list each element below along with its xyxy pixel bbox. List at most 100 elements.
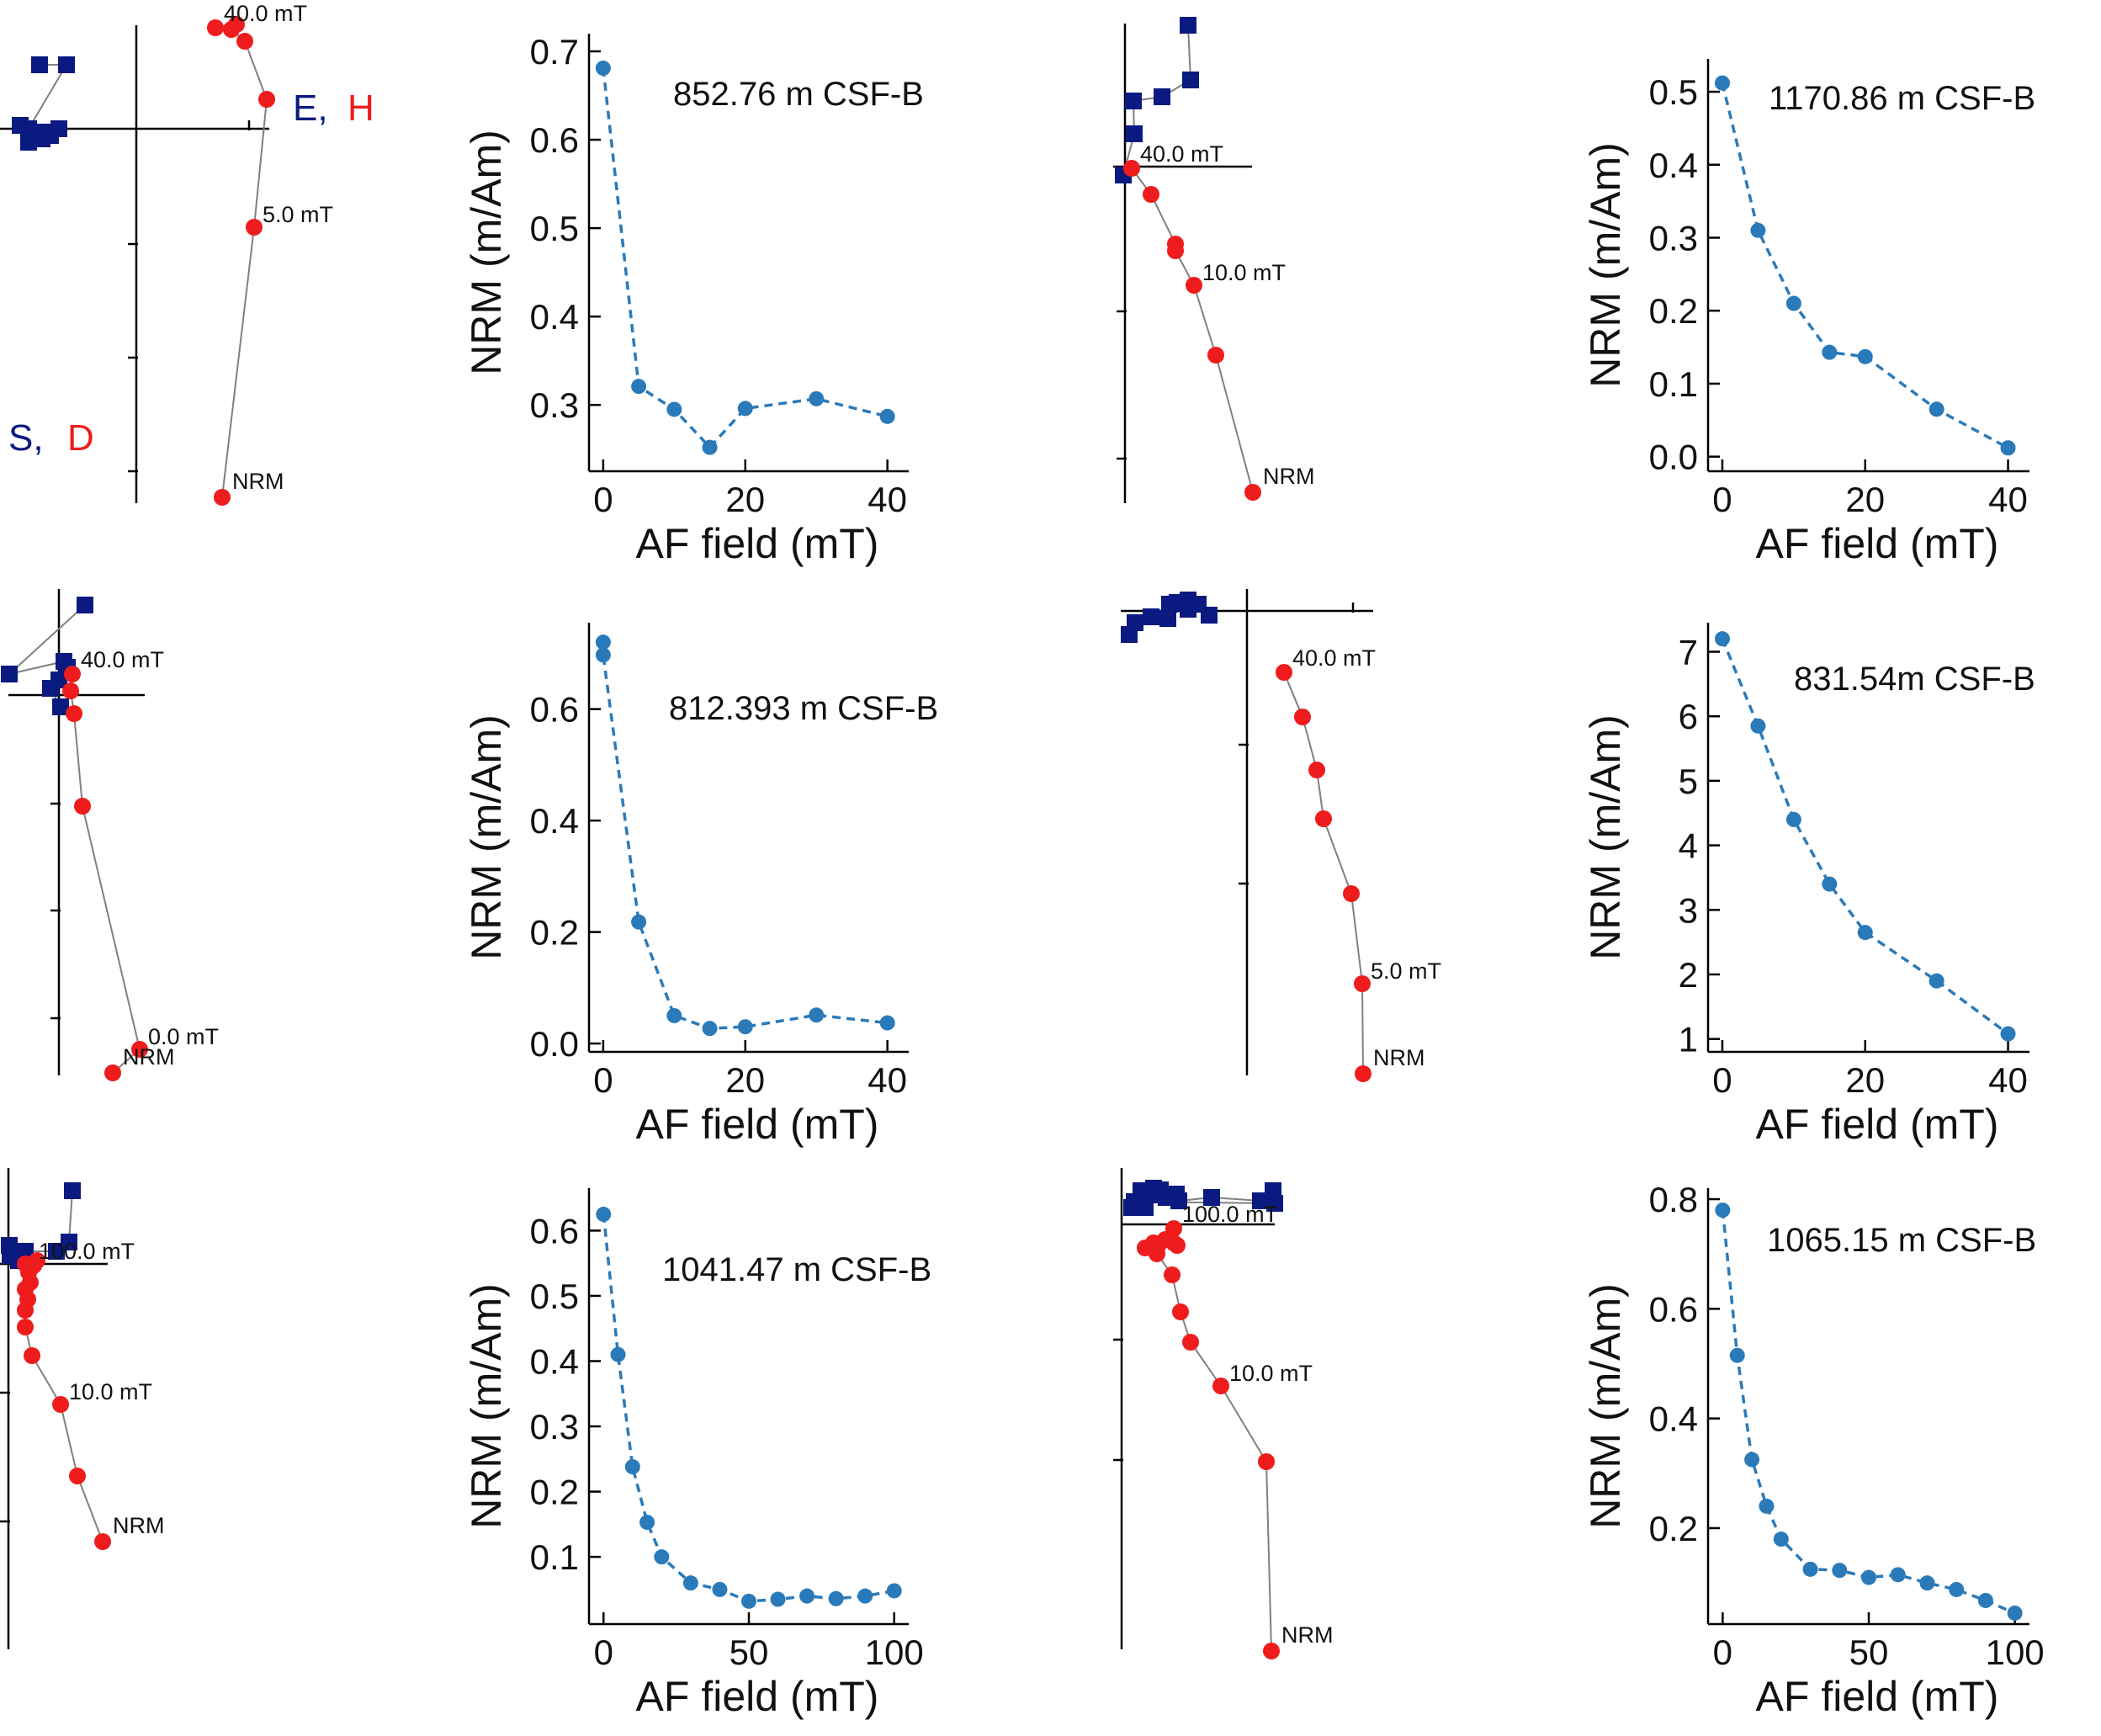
y-tick-label: 0.6 xyxy=(530,120,579,160)
zij-horizontal-point xyxy=(1182,72,1199,88)
zij-vertical-point xyxy=(223,21,240,38)
nrm-data-point xyxy=(1890,1567,1906,1583)
zij-vertical-point xyxy=(236,33,253,50)
zij-vertical-point xyxy=(131,1041,148,1058)
zij-horizontal-point xyxy=(34,130,50,147)
x-tick-label: 20 xyxy=(725,480,765,519)
zij-horizontal-point xyxy=(1159,610,1176,627)
zij-vertical-point xyxy=(1172,1303,1189,1320)
zij-vertical-point xyxy=(1308,762,1325,778)
zij-vertical-point xyxy=(1123,160,1140,177)
x-tick-label: 20 xyxy=(1845,1060,1885,1100)
x-tick-label: 0 xyxy=(593,1060,613,1100)
zij-horizontal-point xyxy=(1127,614,1143,631)
nrm-data-point xyxy=(654,1549,670,1565)
zij-horizontal-point xyxy=(58,56,75,73)
y-axis-title: NRM (m/Am) xyxy=(1582,142,1629,388)
x-axis-title: AF field (mT) xyxy=(1756,520,1999,567)
zijderveld-diagram-4: 40.0 mT 5.0 mT NRM xyxy=(1121,589,1441,1082)
x-tick-label: 50 xyxy=(730,1632,769,1672)
nrm-series-line xyxy=(602,67,889,450)
zij-vertical-point xyxy=(74,798,91,815)
y-tick-label: 0.5 xyxy=(530,1277,579,1316)
zij-vertical-path xyxy=(215,23,268,498)
zij-vertical-point xyxy=(1186,277,1202,294)
nrm-series-line xyxy=(1721,82,2009,449)
zij-vertical-point xyxy=(17,1302,34,1319)
zij-vertical-point xyxy=(1149,1245,1165,1262)
nrm-data-point xyxy=(1857,925,1873,941)
zij-vertical-path xyxy=(1144,1226,1272,1652)
y-tick-label: 0.7 xyxy=(530,32,579,72)
y-tick-label: 0.4 xyxy=(1649,1399,1698,1439)
zij-horizontal-point xyxy=(2,1247,19,1264)
nrm-data-point xyxy=(1750,718,1766,734)
nrm-data-point xyxy=(595,647,611,663)
nrm-series-line xyxy=(1721,1209,2016,1615)
nrm-data-point xyxy=(879,1015,895,1031)
zij-vertical-point xyxy=(69,1468,86,1484)
zij-vertical-point xyxy=(1343,885,1360,902)
zij-horizontal-point xyxy=(1135,1188,1152,1205)
y-tick-label: 1 xyxy=(1679,1020,1698,1059)
nrm-data-point xyxy=(828,1590,844,1606)
zij-vertical-point xyxy=(1207,347,1224,364)
nrm-data-point xyxy=(1785,811,1801,827)
nrm-data-point xyxy=(1929,401,1944,417)
x-tick-label: 100 xyxy=(1986,1632,2045,1672)
zij-vertical-point xyxy=(62,682,79,699)
zij-vertical-path xyxy=(1283,672,1364,1075)
y-tick-label: 0.1 xyxy=(530,1537,579,1577)
depth-label: 812.393 m CSF-B xyxy=(669,690,938,727)
nrm-data-point xyxy=(1929,973,1944,989)
zij-vertical-point xyxy=(1164,1266,1180,1283)
y-tick-label: 0.6 xyxy=(530,1211,579,1250)
nrm-data-point xyxy=(1861,1569,1876,1585)
y-tick-label: 0.6 xyxy=(1649,1289,1698,1329)
zij-vertical-point xyxy=(1143,186,1159,203)
y-tick-label: 0.3 xyxy=(1649,218,1698,257)
nrm-data-point xyxy=(666,401,682,417)
zij-vertical-point xyxy=(1212,1378,1229,1394)
nrm-data-point xyxy=(624,1459,640,1475)
x-tick-label: 40 xyxy=(1988,1060,2028,1100)
zij-vertical-point xyxy=(258,91,275,108)
x-axis-title: AF field (mT) xyxy=(636,1101,879,1148)
zij-horizontal-point xyxy=(1203,1189,1220,1206)
nrm-data-point xyxy=(737,401,753,417)
zij-vertical-point xyxy=(17,1319,34,1335)
nrm-data-point xyxy=(799,1588,815,1604)
y-tick-label: 7 xyxy=(1679,633,1698,672)
legend-south-label: S, xyxy=(8,417,44,459)
zij-vertical-point xyxy=(1354,975,1371,992)
zij-horizontal-point xyxy=(1125,93,1142,109)
zij-vertical-point xyxy=(52,1396,69,1413)
nrm-data-point xyxy=(702,1021,718,1037)
x-tick-label: 0 xyxy=(1712,480,1732,519)
zij-vertical-point xyxy=(1167,242,1184,259)
zij-vertical-point xyxy=(66,705,82,722)
zij-step-label: 10.0 mT xyxy=(1202,260,1286,285)
x-tick-label: 40 xyxy=(867,480,907,519)
zij-horizontal-point xyxy=(77,597,93,613)
nrm-data-point xyxy=(886,1583,902,1599)
depth-label: 852.76 m CSF-B xyxy=(673,76,924,113)
nrm-data-point xyxy=(1949,1581,1965,1597)
y-tick-label: 0.0 xyxy=(530,1024,579,1064)
zij-horizontal-point xyxy=(1126,125,1143,142)
x-tick-label: 40 xyxy=(1988,480,2028,519)
depth-label: 1065.15 m CSF-B xyxy=(1767,1222,2036,1259)
zij-step-label: 100.0 mT xyxy=(39,1239,135,1264)
nrm-data-point xyxy=(809,1007,825,1023)
zij-vertical-path xyxy=(1131,167,1254,493)
nrm-data-point xyxy=(596,1207,612,1223)
nrm-data-point xyxy=(1822,876,1838,892)
zij-vertical-point xyxy=(24,1347,40,1364)
nrm-data-point xyxy=(610,1346,626,1362)
